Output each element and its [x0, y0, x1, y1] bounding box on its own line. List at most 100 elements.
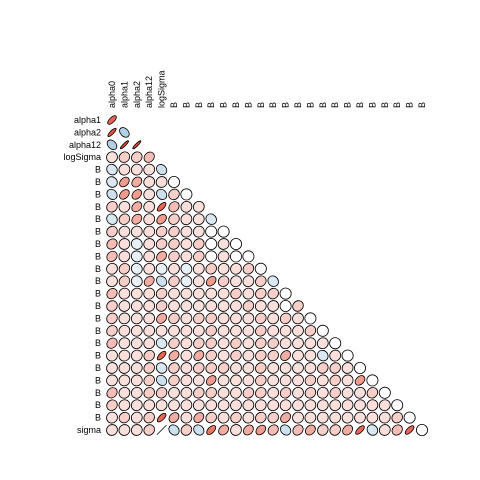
correlation-ellipse [329, 387, 341, 399]
correlation-ellipse [242, 263, 255, 275]
correlation-ellipse [180, 213, 193, 226]
correlation-ellipse [180, 188, 193, 201]
correlation-ellipse [230, 362, 242, 374]
correlation-ellipse [267, 287, 279, 300]
correlation-ellipse [131, 176, 143, 188]
correlation-ellipse [205, 238, 218, 250]
correlation-ellipse [130, 337, 143, 350]
column-label: B [169, 102, 179, 108]
correlation-ellipse [267, 312, 280, 325]
correlation-ellipse [316, 399, 329, 412]
correlation-ellipse [155, 225, 168, 238]
correlation-ellipse [143, 287, 156, 300]
correlation-ellipse [155, 399, 168, 412]
correlation-ellipse [254, 300, 267, 312]
correlation-ellipse [279, 300, 292, 312]
correlation-ellipse [341, 349, 354, 362]
correlation-ellipse [292, 337, 304, 350]
correlation-ellipse [355, 425, 365, 435]
correlation-ellipse [254, 262, 267, 275]
correlation-ellipse [255, 349, 267, 362]
correlation-ellipse [354, 386, 366, 399]
row-label: B [95, 388, 101, 398]
correlation-ellipse [106, 288, 118, 300]
correlation-ellipse [180, 312, 193, 325]
correlation-ellipse [205, 362, 217, 374]
correlation-ellipse [118, 411, 131, 424]
correlation-ellipse [143, 337, 156, 350]
correlation-ellipse [341, 362, 354, 374]
correlation-ellipse [304, 411, 317, 424]
column-label: B [268, 102, 278, 108]
correlation-ellipse [217, 324, 230, 337]
row-label: B [95, 202, 101, 212]
correlation-ellipse [130, 238, 143, 250]
correlation-ellipse [143, 238, 156, 250]
correlation-ellipse [118, 399, 131, 412]
correlation-ellipse [156, 350, 167, 361]
correlation-ellipse [205, 287, 218, 300]
correlation-ellipse [130, 250, 143, 263]
correlation-ellipse [106, 424, 118, 436]
correlation-ellipse [267, 399, 280, 412]
correlation-ellipse [192, 300, 205, 312]
correlation-ellipse [193, 387, 205, 399]
correlation-ellipse [292, 386, 304, 399]
correlation-ellipse [280, 350, 292, 362]
correlation-ellipse [341, 374, 354, 387]
correlation-ellipse [156, 164, 168, 176]
column-label: B [305, 102, 315, 108]
correlation-ellipse [130, 362, 143, 374]
correlation-ellipse [143, 324, 156, 337]
correlation-ellipse [156, 213, 167, 225]
row-label: B [95, 251, 101, 261]
correlation-ellipse [378, 386, 391, 399]
correlation-ellipse [254, 399, 267, 412]
correlation-ellipse [192, 225, 205, 238]
column-label: B [194, 102, 204, 108]
correlation-ellipse [341, 411, 354, 424]
correlation-ellipse [304, 362, 317, 374]
correlation-ellipse [317, 424, 329, 436]
correlation-ellipse [118, 287, 131, 300]
correlation-ellipse [304, 312, 317, 325]
row-label: B [95, 227, 101, 237]
correlation-ellipse [180, 374, 193, 387]
correlation-ellipse [242, 349, 255, 362]
correlation-ellipse [366, 399, 379, 412]
correlation-ellipse [366, 387, 379, 399]
correlation-ellipse [143, 213, 156, 226]
correlation-ellipse [168, 362, 180, 374]
correlation-ellipse [168, 225, 180, 238]
column-labels: alpha0 alpha1 alpha2 alpha12 logSigma B B B B B B B… [107, 70, 427, 108]
correlation-ellipse [230, 324, 242, 337]
column-label: B [330, 102, 340, 108]
correlation-ellipse [180, 262, 193, 275]
row-label: B [95, 400, 101, 410]
correlation-ellipse [242, 275, 255, 288]
correlation-ellipse [205, 411, 217, 424]
correlation-ellipse [279, 324, 292, 337]
correlation-ellipse [217, 225, 230, 238]
correlation-ellipse [180, 300, 193, 312]
correlation-ellipse [155, 387, 168, 399]
column-label: B [392, 102, 402, 108]
row-label: B [95, 363, 101, 373]
correlation-ellipse [156, 188, 168, 200]
correlation-ellipse [143, 349, 155, 362]
correlation-ellipse [106, 225, 118, 238]
correlation-ellipse [168, 250, 180, 263]
correlation-ellipse [316, 337, 329, 350]
correlation-ellipse [292, 374, 304, 387]
correlation-ellipse [217, 275, 230, 287]
correlation-ellipse [106, 411, 118, 424]
correlation-ellipse [168, 324, 180, 337]
row-label: B [95, 375, 101, 385]
correlation-ellipse [130, 374, 143, 387]
correlation-ellipse [155, 362, 168, 374]
correlation-ellipse [119, 176, 130, 188]
correlation-ellipse [193, 424, 205, 436]
correlation-ellipse [143, 262, 156, 275]
correlation-ellipse [242, 374, 255, 387]
correlation-ellipse [143, 411, 155, 424]
